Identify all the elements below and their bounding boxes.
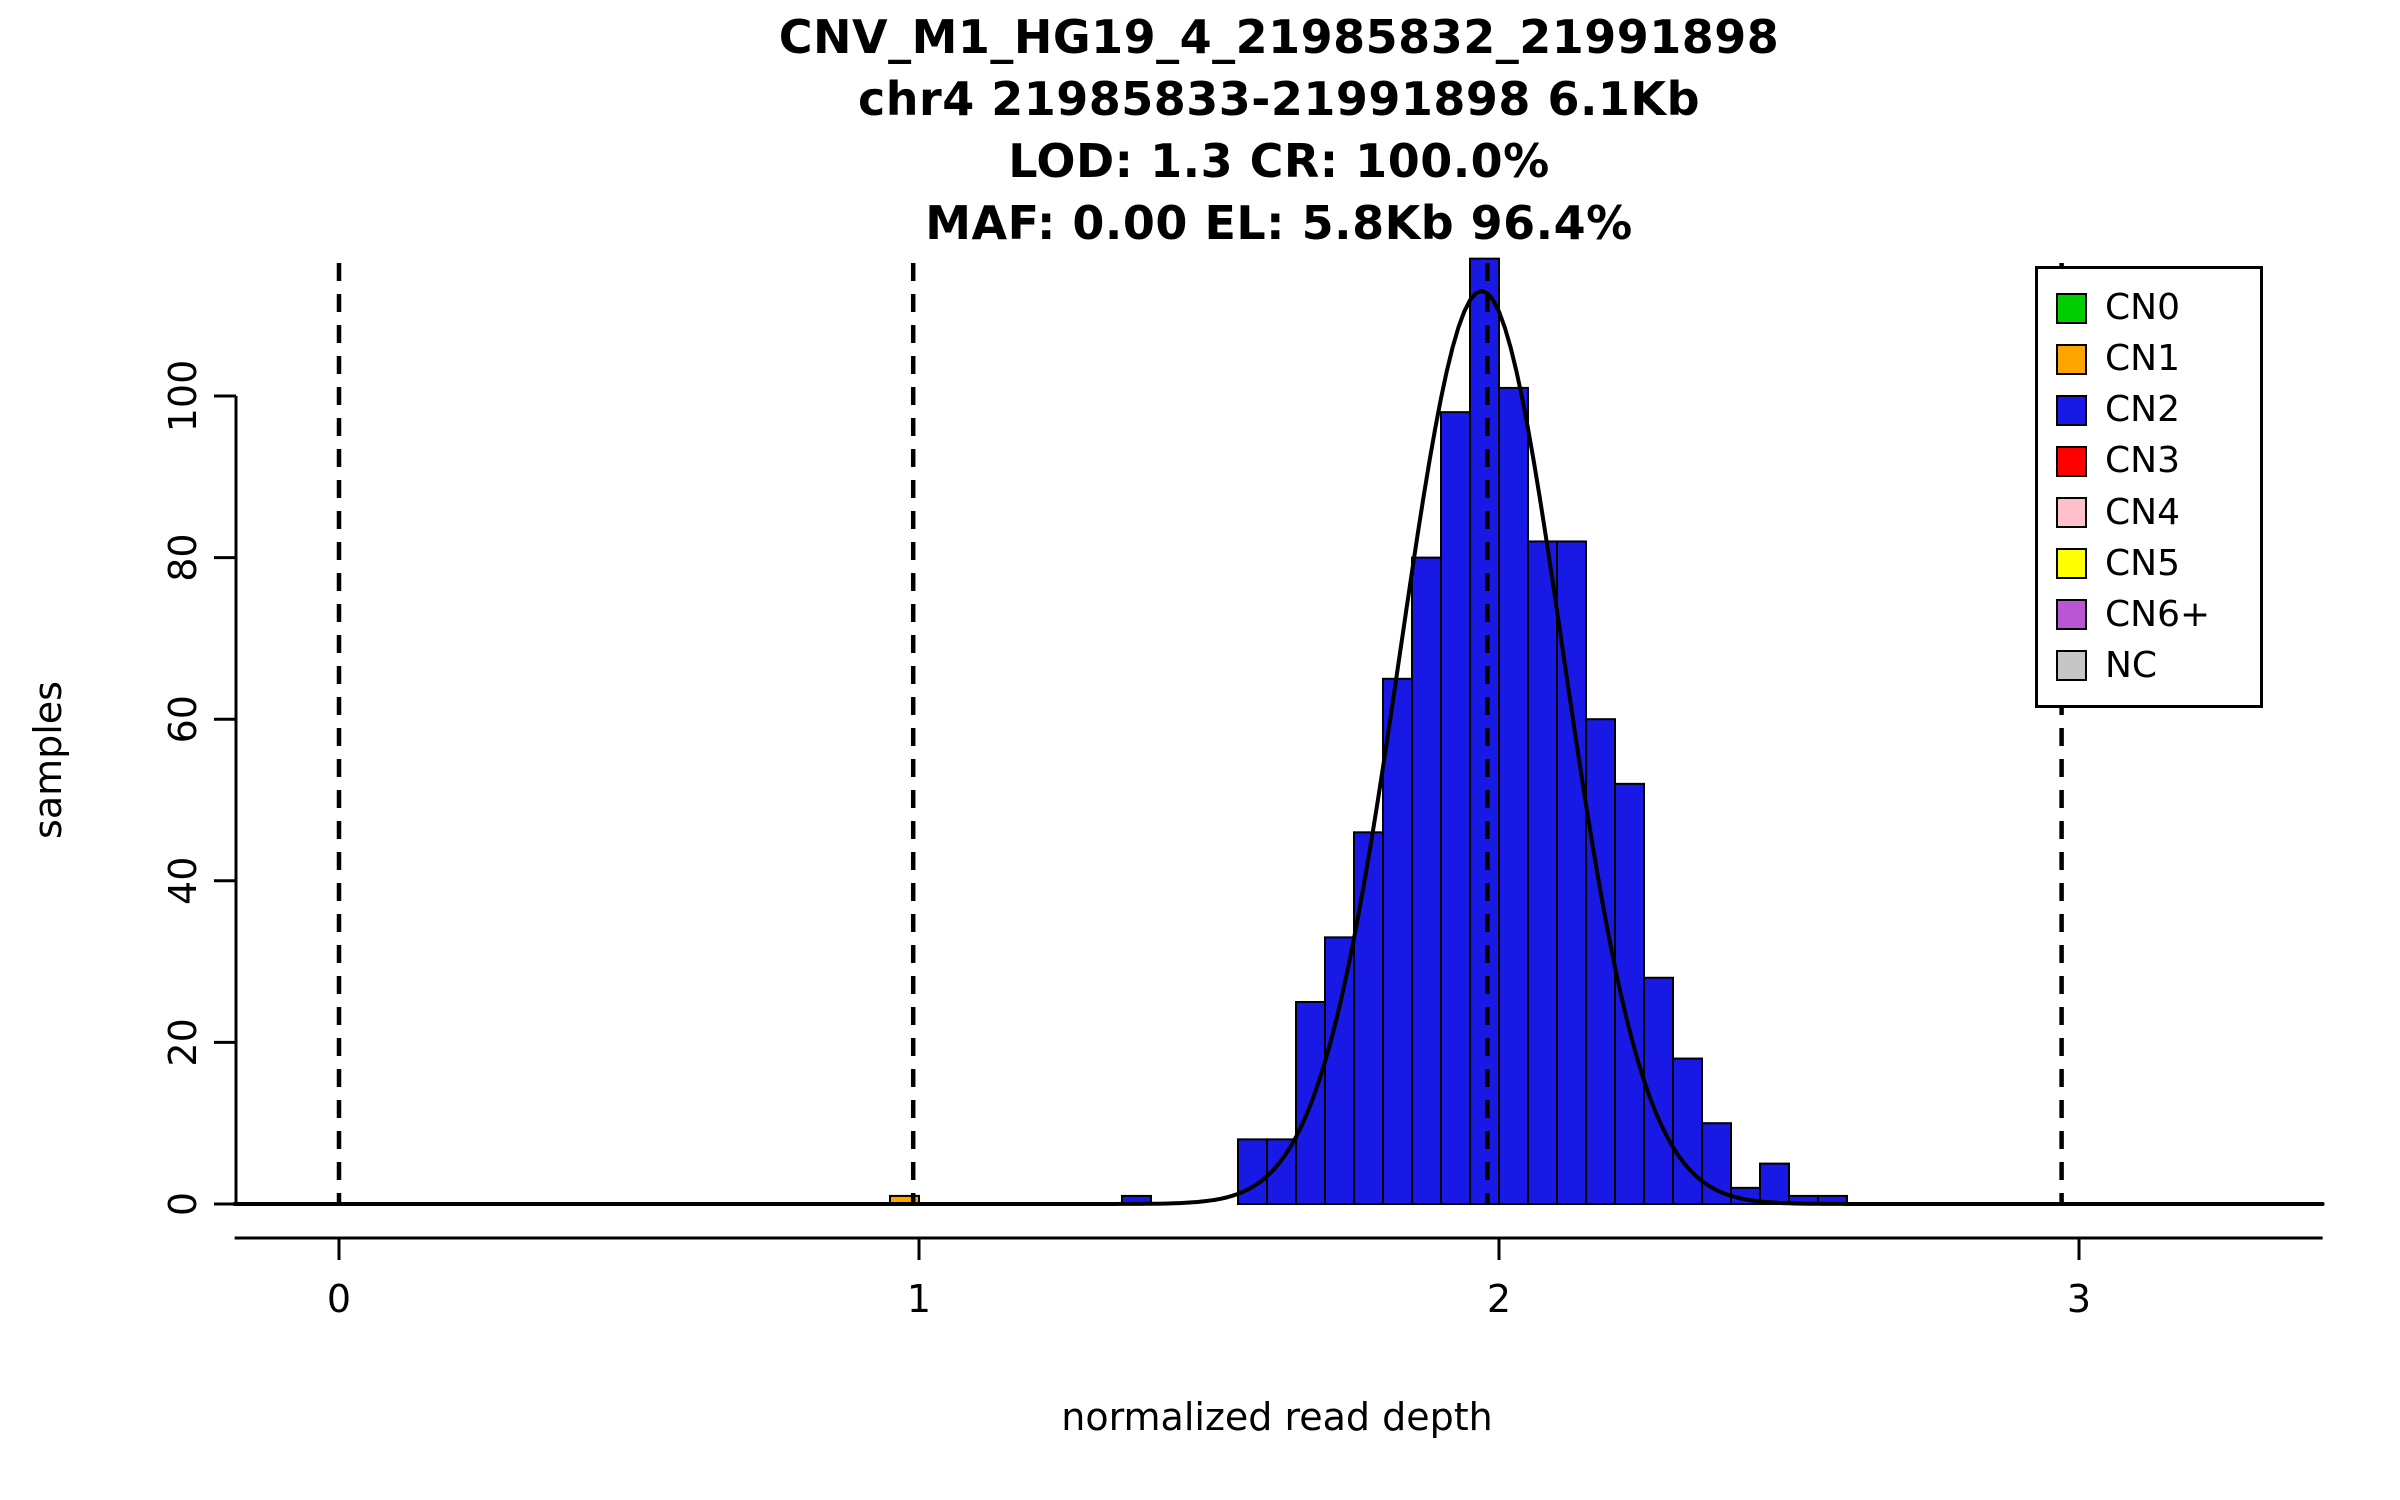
y-tick-label: 0	[161, 1192, 205, 1216]
legend-label-cn6plus: CN6+	[2105, 593, 2211, 635]
title-line-cnv-id: CNV_M1_HG19_4_21985832_21991898	[778, 10, 1780, 64]
histogram-bar-cn2	[1411, 556, 1442, 1205]
histogram-bar-cn2	[1324, 936, 1355, 1205]
x-axis-label: normalized read depth	[1061, 1395, 1493, 1439]
histogram-bar-cn2	[1353, 831, 1384, 1205]
y-axis-label: samples	[26, 681, 70, 839]
legend-item-cn1: CN1	[2056, 336, 2260, 382]
legend-label-cn1: CN1	[2105, 338, 2180, 380]
cn1-color-swatch	[2056, 343, 2087, 375]
legend-label-cn4: CN4	[2105, 491, 2180, 533]
histogram-bar-cn2	[1527, 540, 1558, 1205]
histogram-bar-cn2	[1440, 411, 1471, 1206]
y-tick-label: 100	[161, 360, 205, 433]
legend-item-cn5: CN5	[2056, 541, 2260, 587]
x-tick-label: 1	[907, 1277, 931, 1321]
title-line-locus: chr4 21985833-21991898 6.1Kb	[858, 72, 1700, 126]
histogram-bar-cn2	[1585, 718, 1616, 1205]
cn0-color-swatch	[2056, 292, 2087, 324]
gaussian-fit-curve	[232, 289, 2325, 1206]
y-tick-label: 40	[161, 857, 205, 905]
legend-label-cn2: CN2	[2105, 389, 2180, 431]
histogram-bar-cn2	[1759, 1162, 1790, 1205]
chart-title: CNV_M1_HG19_4_21985832_21991898 chr4 219…	[236, 6, 2322, 254]
histogram-bar-cn2	[1498, 386, 1529, 1206]
title-line-maf-el: MAF: 0.00 EL: 5.8Kb 96.4%	[925, 196, 1633, 250]
legend-item-cn4: CN4	[2056, 490, 2260, 536]
nc-color-swatch	[2056, 650, 2087, 682]
cn2-color-swatch	[2056, 394, 2087, 426]
legend-label-cn0: CN0	[2105, 287, 2180, 328]
x-tick-label: 0	[327, 1277, 351, 1321]
histogram-bar-cn2	[1382, 677, 1413, 1205]
legend-item-nc: NC	[2056, 643, 2260, 689]
x-tick-label: 2	[1487, 1277, 1511, 1321]
legend-item-cn6plus: CN6+	[2056, 592, 2260, 638]
cn3-color-swatch	[2056, 445, 2087, 477]
cn6plus-color-swatch	[2056, 599, 2087, 631]
x-tick-label: 3	[2067, 1277, 2091, 1321]
legend-item-cn0: CN0	[2056, 285, 2260, 331]
legend-label-cn3: CN3	[2105, 440, 2180, 482]
legend-label-nc: NC	[2105, 644, 2158, 686]
cn5-color-swatch	[2056, 548, 2087, 580]
title-line-lod-cr: LOD: 1.3 CR: 100.0%	[1008, 134, 1550, 188]
cn4-color-swatch	[2056, 497, 2087, 529]
legend-label-cn5: CN5	[2105, 542, 2180, 584]
histogram-bar-cn2	[1237, 1138, 1268, 1205]
legend: CN0 CN1 CN2 CN3 CN4 CN5 CN6+ NC	[2035, 266, 2263, 708]
y-tick-label: 80	[161, 533, 205, 581]
histogram-bar-cn2	[1672, 1057, 1703, 1206]
histogram-bar-cn2	[1469, 257, 1500, 1205]
legend-item-cn3: CN3	[2056, 438, 2260, 484]
y-tick-label: 60	[161, 695, 205, 743]
legend-item-cn2: CN2	[2056, 387, 2260, 433]
y-tick-label: 20	[161, 1018, 205, 1066]
